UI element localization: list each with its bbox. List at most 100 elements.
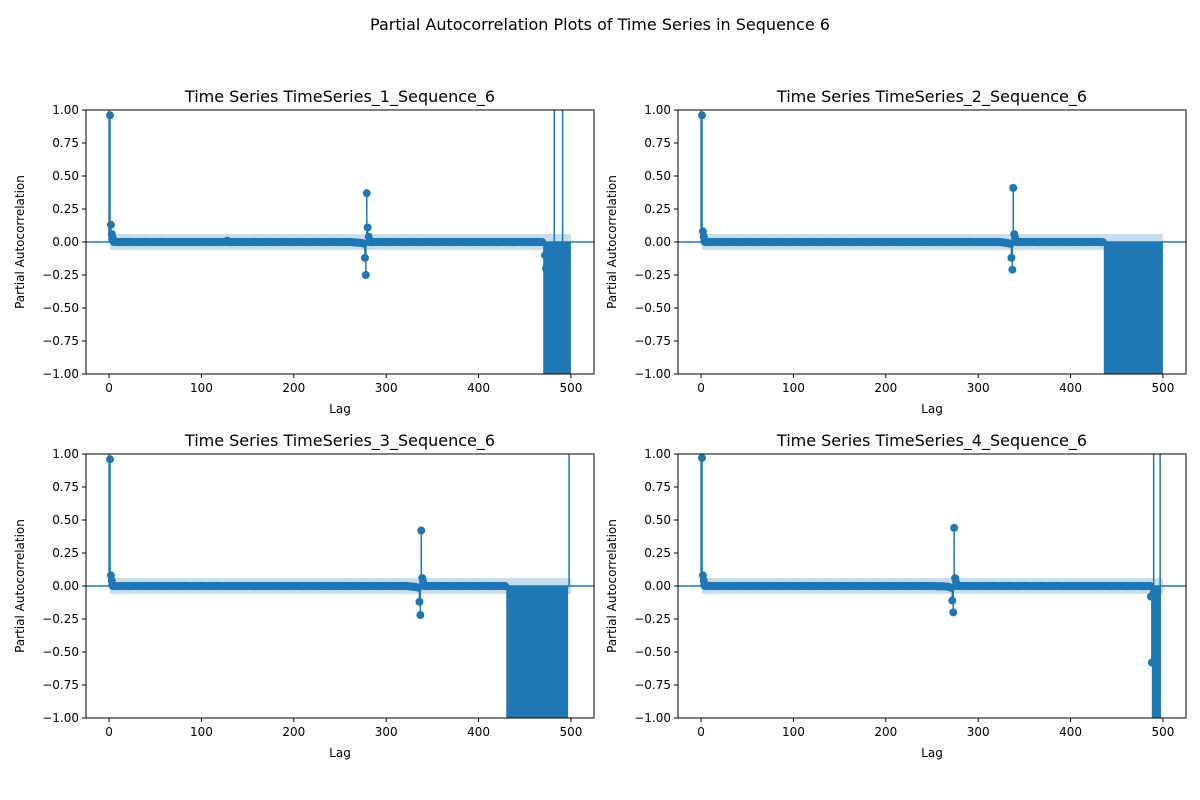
y-axis-label: Partial Autocorrelation — [605, 519, 619, 653]
x-tick-label: 500 — [1151, 725, 1174, 739]
x-tick-label: 200 — [874, 725, 897, 739]
peak-stems — [106, 454, 570, 620]
peak-stem-marker — [699, 232, 708, 241]
x-tick-label: 300 — [967, 725, 990, 739]
x-axis-label: Lag — [329, 402, 351, 416]
x-axis-label: Lag — [921, 746, 943, 760]
y-tick-label: 1.00 — [52, 103, 79, 117]
y-tick-label: −0.50 — [42, 645, 79, 659]
x-tick-label: 100 — [190, 381, 213, 395]
x-tick-label: 0 — [697, 381, 705, 395]
peak-stem-marker — [541, 264, 550, 273]
peak-stem-marker — [541, 251, 550, 260]
x-tick-label: 100 — [782, 381, 805, 395]
peak-stem-marker — [107, 576, 116, 585]
x-tick-label: 100 — [782, 725, 805, 739]
peak-stem-marker — [362, 189, 371, 198]
y-tick-label: −0.75 — [634, 334, 671, 348]
x-tick-label: 500 — [559, 381, 582, 395]
y-tick-label: 0.50 — [644, 513, 671, 527]
y-tick-label: 0.25 — [644, 202, 671, 216]
peak-stem-marker — [106, 455, 115, 464]
peak-stem-marker — [417, 526, 426, 535]
y-tick-label: 0.50 — [52, 513, 79, 527]
subplot-4: 0 100 200 300 400 500 −1.00 −0.75 −0.50 −0.25 0.00… — [605, 431, 1187, 760]
y-tick-label: −0.25 — [634, 612, 671, 626]
y-tick-label: 0.25 — [644, 546, 671, 560]
x-axis-label: Lag — [329, 746, 351, 760]
y-tick-label: −0.50 — [634, 645, 671, 659]
peak-stem-marker — [106, 111, 115, 120]
y-tick-label: 0.00 — [52, 579, 79, 593]
x-axis-label: Lag — [921, 402, 943, 416]
y-tick-label: 0.75 — [644, 136, 671, 150]
x-tick-label: 400 — [467, 725, 490, 739]
y-tick-label: 1.00 — [644, 447, 671, 461]
peak-stem-marker — [363, 223, 372, 232]
y-tick-label: −0.25 — [634, 268, 671, 282]
peak-stems — [698, 454, 1161, 667]
saturated-stem-block — [543, 242, 571, 374]
y-tick-label: −1.00 — [42, 367, 79, 381]
peak-stem-marker — [1147, 658, 1156, 667]
peak-stem-marker — [416, 611, 425, 620]
y-tick-label: 0.25 — [52, 546, 79, 560]
y-tick-label: 0.00 — [644, 235, 671, 249]
y-tick-label: 1.00 — [644, 103, 671, 117]
x-tick-label: 0 — [105, 725, 113, 739]
x-tick-label: 200 — [282, 381, 305, 395]
y-tick-label: 0.50 — [52, 169, 79, 183]
y-tick-label: −0.50 — [42, 301, 79, 315]
peak-stem-marker — [950, 523, 959, 532]
x-tick-label: 400 — [467, 381, 490, 395]
saturated-stem-block — [1103, 242, 1163, 374]
subplot-title: Time Series TimeSeries_4_Sequence_6 — [776, 431, 1087, 451]
x-tick-label: 500 — [1151, 381, 1174, 395]
peak-stem-marker — [698, 111, 707, 120]
x-tick-label: 200 — [874, 381, 897, 395]
peak-stem-marker — [360, 253, 369, 262]
y-tick-label: −1.00 — [634, 367, 671, 381]
peak-stem-marker — [361, 271, 370, 279]
y-tick-label: 0.00 — [644, 579, 671, 593]
y-tick-label: 0.00 — [52, 235, 79, 249]
x-tick-label: 300 — [375, 725, 398, 739]
y-axis-label: Partial Autocorrelation — [605, 175, 619, 309]
peak-stem-marker — [948, 596, 957, 605]
peak-stem-marker — [415, 597, 424, 606]
peak-stem-marker — [108, 234, 117, 243]
y-tick-label: −1.00 — [42, 711, 79, 725]
peak-stem-marker — [1007, 253, 1016, 262]
peak-stem-marker — [949, 608, 958, 617]
y-tick-label: −0.75 — [42, 678, 79, 692]
y-tick-label: −0.50 — [634, 301, 671, 315]
x-tick-label: 100 — [190, 725, 213, 739]
y-tick-label: 1.00 — [52, 447, 79, 461]
y-tick-label: 0.25 — [52, 202, 79, 216]
peak-stem-marker — [1146, 592, 1155, 601]
peak-stem-marker — [223, 236, 232, 245]
y-axis-label: Partial Autocorrelation — [13, 175, 27, 309]
peak-stem-marker — [952, 578, 961, 587]
y-tick-label: 0.50 — [644, 169, 671, 183]
y-tick-label: 0.75 — [52, 480, 79, 494]
peak-stem-marker — [364, 232, 373, 241]
y-tick-label: −0.25 — [42, 268, 79, 282]
subplot-title: Time Series TimeSeries_2_Sequence_6 — [776, 87, 1087, 107]
saturated-stem-block — [506, 586, 569, 718]
x-tick-label: 0 — [105, 381, 113, 395]
peak-stem-marker — [419, 578, 428, 587]
x-tick-label: 300 — [375, 381, 398, 395]
subplot-title: Time Series TimeSeries_3_Sequence_6 — [184, 431, 495, 451]
x-tick-label: 0 — [697, 725, 705, 739]
y-tick-label: 0.75 — [644, 480, 671, 494]
peak-stem-marker — [106, 220, 115, 229]
subplot-1: 0 100 200 300 400 500 −1.00 −0.75 −0.50 −0.25 0.00… — [13, 87, 595, 416]
peak-stem-marker — [1009, 183, 1018, 192]
y-tick-label: −0.75 — [634, 678, 671, 692]
peak-stem-marker — [1011, 234, 1020, 243]
figure-suptitle: Partial Autocorrelation Plots of Time Se… — [370, 15, 830, 34]
y-tick-label: −0.25 — [42, 612, 79, 626]
y-tick-label: 0.75 — [52, 136, 79, 150]
